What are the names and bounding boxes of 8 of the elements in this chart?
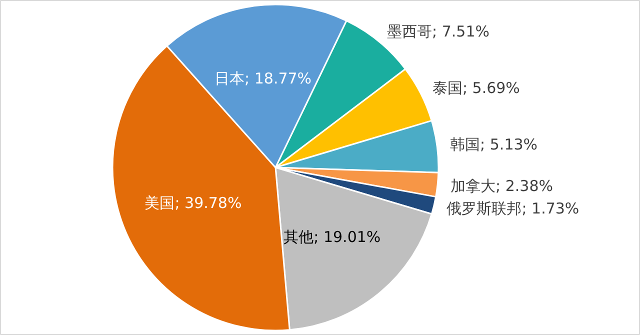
slice-label: 韩国; 5.13% [450, 136, 538, 154]
slice-label: 俄罗斯联邦; 1.73% [446, 200, 580, 218]
slice-label: 美国; 39.78% [144, 194, 242, 212]
slice-label: 加拿大; 2.38% [450, 177, 554, 196]
slice-label: 日本; 18.77% [214, 70, 312, 88]
slice-label: 其他; 19.01% [284, 228, 381, 246]
slice-label: 泰国; 5.69% [432, 78, 520, 97]
slice-label: 墨西哥; 7.51% [387, 22, 490, 40]
